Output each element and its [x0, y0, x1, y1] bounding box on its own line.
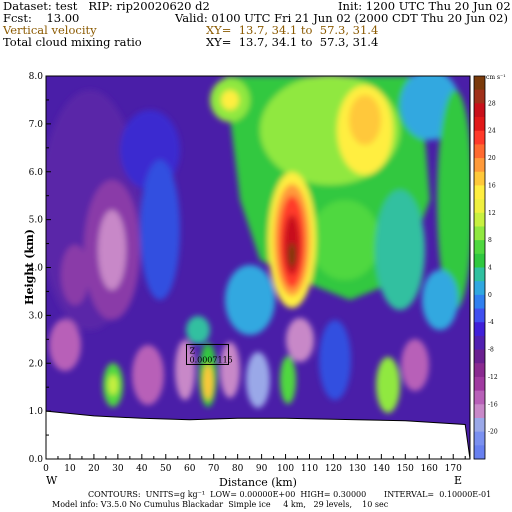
x-tick-label: 170 — [445, 464, 462, 474]
y-tick-label: 5.0 — [29, 216, 44, 226]
annotation-box — [185, 343, 229, 365]
colorbar-swatch — [474, 171, 485, 186]
x-tick-label: 0 — [43, 464, 49, 474]
model-info: Model info: V3.5.0 No Cumulus Blackadar … — [52, 500, 389, 509]
west-label: W — [46, 474, 58, 487]
valid-label: Valid: 0100 UTC Fri 21 Jun 02 (2000 CDT … — [175, 11, 508, 25]
x-tick-label: 140 — [373, 464, 390, 474]
colorbar-units: cm s⁻¹ — [486, 74, 506, 81]
annotation-letter: Z — [189, 346, 195, 355]
colorbar-swatch — [474, 130, 485, 145]
y-axis: 0.0 1.0 2.0 3.0 4.0 5.0 6.0 7.0 8.0 — [29, 72, 51, 465]
value-annotation: Z0.0007115 — [185, 343, 233, 365]
contours-info: CONTOURS: UNITS=g kg⁻¹ LOW= 0.00000E+00 … — [88, 490, 492, 499]
y-tick-label: 0.0 — [29, 455, 44, 465]
east-label: E — [454, 474, 462, 487]
colorbar-swatch — [474, 322, 485, 337]
y-tick-label: 3.0 — [29, 311, 44, 321]
x-tick-label: 60 — [184, 464, 196, 474]
colorbar-swatch — [474, 363, 485, 378]
x-tick-label: 70 — [208, 464, 220, 474]
x-tick-label: 80 — [232, 464, 244, 474]
dataset-label: Dataset: test RIP: rip20020620 d2 — [3, 0, 210, 13]
var1-label: Vertical velocity — [3, 23, 97, 37]
colorbar-swatch — [474, 144, 485, 159]
colorbar-swatch — [474, 308, 485, 323]
y-tick-label: 6.0 — [29, 168, 44, 178]
x-tick-label: 30 — [112, 464, 124, 474]
colorbar: 28 24 20 16 12 8 4 0 -4 -8 -12 -16 -20 — [473, 75, 498, 460]
colorbar-frame — [473, 75, 486, 460]
colorbar-swatch — [474, 185, 485, 200]
colorbar-label: 4 — [488, 265, 492, 272]
colorbar-label: 24 — [488, 128, 496, 135]
colorbar-swatch — [474, 158, 485, 173]
colorbar-label: -20 — [488, 429, 498, 436]
colorbar-swatch — [474, 335, 485, 351]
colorbar-swatch — [474, 417, 485, 433]
colorbar-swatch — [474, 240, 485, 255]
y-tick-label: 2.0 — [29, 359, 44, 369]
x-axis: 0 10 20 30 40 50 60 70 80 90 100 110 120 130 140 150 160… — [43, 454, 466, 474]
xy1-label: XY= 13.7, 34.1 to 57.3, 31.4 — [206, 23, 379, 37]
y-axis-label: Height (km) — [23, 229, 36, 305]
colorbar-swatch — [474, 294, 485, 310]
colorbar-label: 8 — [488, 237, 492, 244]
colorbar-swatch — [474, 349, 485, 364]
contour-field — [46, 76, 470, 459]
colorbar-swatch — [474, 281, 485, 296]
fcst-label: Fcst: 13.00 — [3, 11, 80, 25]
colorbar-swatch — [474, 212, 485, 227]
colorbar-label: 20 — [488, 155, 496, 162]
x-tick-label: 150 — [397, 464, 414, 474]
x-tick-label: 50 — [160, 464, 172, 474]
xy2-label: XY= 13.7, 34.1 to 57.3, 31.4 — [206, 35, 379, 49]
x-tick-label: 10 — [64, 464, 76, 474]
y-tick-label: 4.0 — [29, 264, 44, 274]
colorbar-swatch — [474, 404, 485, 419]
y-tick-label: 1.0 — [29, 407, 44, 417]
colorbar-label: 12 — [488, 210, 496, 217]
y-tick-label: 7.0 — [29, 120, 44, 130]
colorbar-label: -12 — [488, 374, 498, 381]
colorbar-label: 0 — [488, 292, 492, 299]
x-tick-label: 40 — [136, 464, 148, 474]
colorbar-swatch — [474, 431, 485, 446]
colorbar-swatch — [474, 390, 485, 405]
x-tick-label: 20 — [88, 464, 100, 474]
colorbar-swatch — [474, 199, 485, 214]
annotation-value: 0.0007115 — [189, 355, 232, 364]
x-tick-label: 160 — [421, 464, 438, 474]
colorbar-swatch — [474, 117, 485, 132]
colorbar-swatch — [474, 226, 485, 241]
x-tick-label: 90 — [256, 464, 268, 474]
colorbar-swatch — [474, 253, 485, 268]
colorbar-label: -16 — [488, 401, 498, 408]
colorbar-swatch — [474, 267, 485, 282]
colorbar-label: 16 — [488, 182, 496, 189]
colorbar-label: 28 — [488, 100, 496, 107]
colorbar-swatch — [474, 76, 485, 91]
x-tick-label: 130 — [349, 464, 366, 474]
colorbar-swatch — [474, 89, 485, 104]
y-tick-label: 8.0 — [29, 72, 44, 82]
init-label: Init: 1200 UTC Thu 20 Jun 02 — [338, 0, 511, 13]
colorbar-swatch — [474, 376, 485, 392]
colorbar-label: -8 — [488, 347, 494, 354]
x-tick-label: 110 — [301, 464, 318, 474]
colorbar-label: -4 — [488, 319, 494, 326]
x-axis-label: Distance (km) — [219, 476, 297, 489]
colorbar-swatch — [474, 445, 485, 460]
var2-label: Total cloud mixing ratio — [3, 35, 142, 49]
x-tick-label: 100 — [277, 464, 294, 474]
x-tick-label: 120 — [325, 464, 342, 474]
terrain — [46, 410, 470, 459]
colorbar-swatch — [474, 103, 485, 118]
